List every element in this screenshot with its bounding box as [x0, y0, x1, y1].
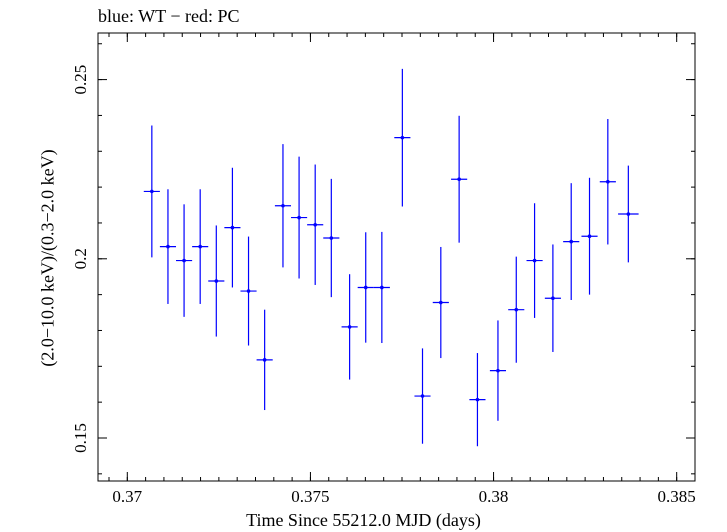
- point-marker: [532, 258, 537, 263]
- point-marker: [400, 135, 405, 140]
- point-marker: [150, 189, 154, 194]
- point-marker: [230, 225, 235, 230]
- point-marker: [551, 296, 555, 301]
- point-marker: [626, 212, 631, 216]
- point-marker: [496, 368, 500, 373]
- point-marker: [514, 307, 519, 312]
- data-point: [208, 225, 225, 337]
- data-point: [599, 119, 616, 245]
- point-marker: [587, 234, 592, 239]
- x-tick-label: 0.375: [291, 487, 329, 506]
- data-point: [274, 144, 292, 268]
- x-tick-label: 0.38: [479, 487, 509, 506]
- data-point: [563, 183, 580, 301]
- data-point: [489, 320, 507, 421]
- data-point: [373, 231, 390, 344]
- point-marker: [182, 258, 186, 263]
- data-point: [581, 177, 598, 295]
- data-point: [432, 246, 449, 359]
- data-point: [341, 274, 358, 380]
- y-axis-label: (2.0−10.0 keV)/(0.3−2.0 keV): [37, 149, 58, 367]
- data-point: [414, 348, 431, 444]
- point-marker: [439, 300, 443, 305]
- point-marker: [166, 244, 170, 249]
- data-points: [143, 68, 639, 447]
- axis-ticks: 0.37 0.375 0.38 0.385 0.15 0.2 0.25: [71, 33, 696, 506]
- point-marker: [246, 289, 251, 293]
- data-point: [451, 115, 468, 243]
- data-point: [224, 167, 241, 288]
- x-tick-label: 0.385: [658, 487, 696, 506]
- point-marker: [606, 179, 610, 184]
- point-marker: [198, 244, 202, 249]
- plot-frame: [97, 32, 696, 482]
- y-tick-label: 0.2: [71, 248, 90, 269]
- data-point: [176, 204, 193, 317]
- data-point: [307, 164, 324, 285]
- data-point: [508, 256, 525, 363]
- chart-title: blue: WT − red: PC: [98, 6, 240, 26]
- point-marker: [457, 177, 461, 182]
- point-marker: [380, 285, 384, 290]
- data-point: [240, 236, 257, 346]
- point-marker: [297, 215, 301, 220]
- point-marker: [214, 279, 219, 283]
- point-marker: [347, 325, 352, 329]
- point-marker: [475, 397, 480, 402]
- point-marker: [329, 236, 334, 240]
- point-marker: [569, 239, 574, 244]
- x-axis-label: Time Since 55212.0 MJD (days): [246, 510, 481, 530]
- data-point: [256, 309, 273, 411]
- data-point: [192, 189, 209, 304]
- data-point: [526, 203, 543, 318]
- point-marker: [313, 222, 317, 227]
- x-tick-label: 0.37: [112, 487, 142, 506]
- data-point: [357, 232, 374, 343]
- data-point: [544, 244, 561, 352]
- data-point: [159, 189, 177, 304]
- data-point: [323, 178, 340, 298]
- data-point: [394, 68, 411, 207]
- data-point: [291, 156, 308, 279]
- y-tick-label: 0.15: [71, 423, 90, 453]
- data-point: [469, 353, 486, 447]
- point-marker: [420, 394, 425, 398]
- data-point: [618, 165, 639, 263]
- point-marker: [281, 203, 285, 208]
- point-marker: [262, 358, 267, 362]
- data-point: [143, 125, 160, 258]
- point-marker: [363, 285, 368, 290]
- y-tick-label: 0.25: [71, 65, 90, 95]
